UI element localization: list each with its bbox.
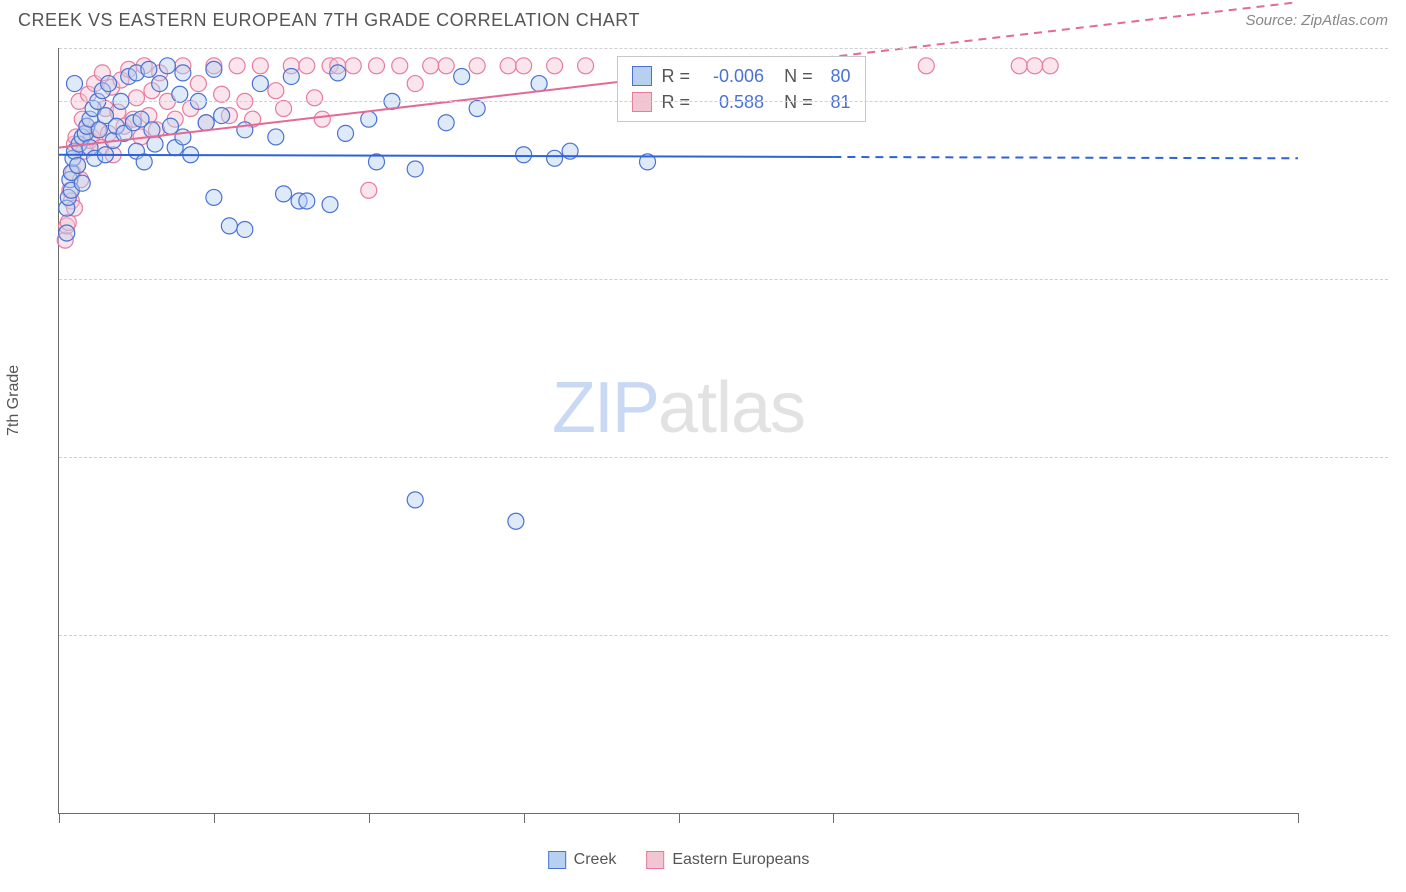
scatter-point	[1042, 58, 1058, 74]
scatter-point	[368, 58, 384, 74]
scatter-point	[206, 189, 222, 205]
scatter-point	[578, 58, 594, 74]
scatter-point	[276, 100, 292, 116]
scatter-point	[392, 58, 408, 74]
scatter-point	[237, 221, 253, 237]
scatter-point	[175, 129, 191, 145]
scatter-point	[252, 76, 268, 92]
scatter-point	[338, 125, 354, 141]
scatter-point	[268, 83, 284, 99]
scatter-point	[70, 157, 86, 173]
y-axis-label: 7th Grade	[5, 365, 23, 436]
scatter-point	[314, 111, 330, 127]
scatter-point	[147, 136, 163, 152]
scatter-point	[407, 492, 423, 508]
bottom-legend-label-eastern: Eastern Europeans	[672, 851, 809, 868]
scatter-point	[175, 65, 191, 81]
bottom-legend-swatch-creek	[548, 851, 566, 869]
scatter-point	[299, 58, 315, 74]
legend-swatch-creek	[632, 66, 652, 86]
scatter-point	[198, 115, 214, 131]
scatter-point	[469, 100, 485, 116]
scatter-point	[66, 76, 82, 92]
scatter-point	[531, 76, 547, 92]
scatter-point	[330, 65, 346, 81]
scatter-point	[91, 122, 107, 138]
scatter-point	[1011, 58, 1027, 74]
scatter-point	[229, 58, 245, 74]
scatter-point	[128, 90, 144, 106]
scatter-point	[438, 115, 454, 131]
chart-source: Source: ZipAtlas.com	[1245, 12, 1388, 29]
scatter-point	[407, 76, 423, 92]
scatter-point	[423, 58, 439, 74]
scatter-point	[516, 147, 532, 163]
scatter-point	[438, 58, 454, 74]
legend-n-creek: 80	[823, 63, 851, 89]
scatter-point	[918, 58, 934, 74]
scatter-point	[547, 58, 563, 74]
bottom-legend: Creek Eastern Europeans	[548, 851, 810, 869]
bottom-legend-label-creek: Creek	[574, 851, 617, 868]
scatter-point	[283, 68, 299, 84]
scatter-point	[500, 58, 516, 74]
chart-title: CREEK VS EASTERN EUROPEAN 7TH GRADE CORR…	[18, 10, 640, 31]
scatter-point	[469, 58, 485, 74]
plot-area: ZIPatlas R = -0.006 N = 80 R = 0.588 N =…	[58, 48, 1298, 814]
scatter-point	[322, 197, 338, 213]
bottom-legend-item: Eastern Europeans	[646, 851, 809, 869]
regression-line	[59, 155, 833, 157]
scatter-point	[221, 218, 237, 234]
scatter-point	[407, 161, 423, 177]
scatter-point	[214, 108, 230, 124]
scatter-point	[307, 90, 323, 106]
scatter-point	[361, 182, 377, 198]
scatter-point	[172, 86, 188, 102]
scatter-point	[276, 186, 292, 202]
bottom-legend-item: Creek	[548, 851, 617, 869]
legend-r-creek: -0.006	[700, 63, 764, 89]
legend-r-label: R =	[662, 63, 691, 89]
scatter-point	[1027, 58, 1043, 74]
scatter-point	[345, 58, 361, 74]
scatter-point	[268, 129, 284, 145]
scatter-point	[159, 58, 175, 74]
scatter-point	[152, 76, 168, 92]
legend-n-label: N =	[774, 63, 813, 89]
scatter-point	[74, 175, 90, 191]
legend-stats-box: R = -0.006 N = 80 R = 0.588 N = 81	[617, 56, 866, 122]
scatter-point	[299, 193, 315, 209]
scatter-point	[361, 111, 377, 127]
scatter-point	[214, 86, 230, 102]
legend-row-creek: R = -0.006 N = 80	[632, 63, 851, 89]
scatter-point	[190, 76, 206, 92]
scatter-point	[136, 154, 152, 170]
scatter-point	[252, 58, 268, 74]
scatter-point	[206, 61, 222, 77]
bottom-legend-swatch-eastern	[646, 851, 664, 869]
scatter-point	[454, 68, 470, 84]
scatter-point	[59, 225, 75, 241]
scatter-point	[516, 58, 532, 74]
plot-svg	[59, 48, 1298, 813]
scatter-point	[547, 150, 563, 166]
scatter-point	[101, 76, 117, 92]
scatter-point	[141, 61, 157, 77]
scatter-point	[508, 513, 524, 529]
regression-line-dashed	[833, 157, 1298, 158]
